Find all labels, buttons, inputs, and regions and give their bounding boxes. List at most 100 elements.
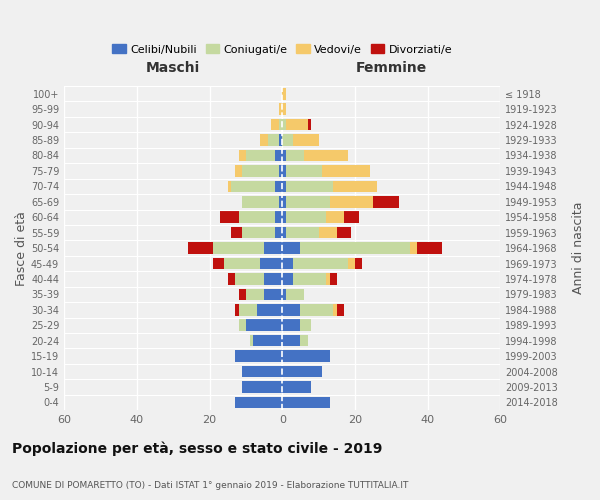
Bar [282, 165, 286, 176]
Bar [235, 273, 264, 284]
Bar [242, 366, 282, 378]
Bar [282, 134, 293, 146]
Bar [282, 196, 286, 207]
Bar [282, 119, 286, 130]
Text: COMUNE DI POMARETTO (TO) - Dati ISTAT 1° gennaio 2019 - Elaborazione TUTTITALIA.: COMUNE DI POMARETTO (TO) - Dati ISTAT 1°… [12, 480, 409, 490]
Bar [264, 273, 282, 284]
Bar [235, 304, 239, 316]
Bar [275, 227, 282, 238]
Bar [286, 212, 326, 223]
Bar [282, 304, 301, 316]
Bar [282, 227, 286, 238]
Bar [293, 273, 326, 284]
Bar [278, 165, 282, 176]
Bar [282, 288, 286, 300]
Bar [278, 134, 282, 146]
Bar [239, 320, 246, 331]
Bar [242, 165, 278, 176]
Bar [213, 242, 264, 254]
Bar [246, 320, 282, 331]
Bar [286, 288, 304, 300]
Bar [213, 258, 224, 270]
Bar [260, 134, 268, 146]
Bar [348, 258, 355, 270]
Bar [286, 150, 304, 162]
Bar [282, 381, 311, 393]
Bar [224, 258, 260, 270]
Bar [227, 180, 232, 192]
Bar [282, 150, 286, 162]
Bar [282, 212, 286, 223]
Bar [282, 320, 301, 331]
Bar [282, 396, 329, 408]
Bar [257, 304, 282, 316]
Bar [417, 242, 442, 254]
Bar [282, 335, 301, 346]
Bar [304, 150, 348, 162]
Bar [278, 104, 282, 115]
Bar [286, 180, 333, 192]
Bar [286, 196, 329, 207]
Bar [282, 104, 286, 115]
Bar [329, 273, 337, 284]
Bar [246, 150, 275, 162]
Bar [220, 212, 239, 223]
Bar [232, 180, 275, 192]
Bar [326, 212, 344, 223]
Bar [373, 196, 398, 207]
Bar [286, 119, 308, 130]
Bar [344, 212, 359, 223]
Bar [282, 242, 301, 254]
Bar [264, 288, 282, 300]
Bar [188, 242, 213, 254]
Legend: Celibi/Nubili, Coniugati/e, Vedovi/e, Divorziati/e: Celibi/Nubili, Coniugati/e, Vedovi/e, Di… [108, 40, 457, 59]
Bar [333, 180, 377, 192]
Bar [275, 180, 282, 192]
Bar [235, 165, 242, 176]
Bar [253, 335, 282, 346]
Bar [293, 134, 319, 146]
Bar [282, 180, 286, 192]
Bar [282, 258, 293, 270]
Bar [282, 273, 293, 284]
Bar [322, 165, 370, 176]
Bar [286, 227, 319, 238]
Bar [242, 196, 278, 207]
Bar [242, 227, 275, 238]
Bar [301, 304, 333, 316]
Bar [355, 258, 362, 270]
Bar [410, 242, 417, 254]
Bar [326, 273, 329, 284]
Bar [275, 212, 282, 223]
Y-axis label: Anni di nascita: Anni di nascita [572, 202, 585, 294]
Bar [235, 396, 282, 408]
Bar [264, 242, 282, 254]
Bar [333, 304, 337, 316]
Bar [268, 134, 278, 146]
Bar [239, 212, 275, 223]
Bar [278, 119, 282, 130]
Bar [293, 258, 348, 270]
Bar [282, 366, 322, 378]
Bar [329, 196, 373, 207]
Bar [227, 273, 235, 284]
Bar [301, 335, 308, 346]
Bar [271, 119, 278, 130]
Bar [242, 381, 282, 393]
Bar [337, 227, 352, 238]
Bar [282, 88, 286, 100]
Bar [232, 227, 242, 238]
Bar [260, 258, 282, 270]
Bar [282, 350, 329, 362]
Bar [235, 350, 282, 362]
Bar [246, 288, 264, 300]
Bar [239, 150, 246, 162]
Bar [239, 288, 246, 300]
Bar [301, 242, 410, 254]
Bar [250, 335, 253, 346]
Bar [239, 304, 257, 316]
Text: Femmine: Femmine [356, 61, 427, 75]
Bar [319, 227, 337, 238]
Bar [278, 196, 282, 207]
Bar [301, 320, 311, 331]
